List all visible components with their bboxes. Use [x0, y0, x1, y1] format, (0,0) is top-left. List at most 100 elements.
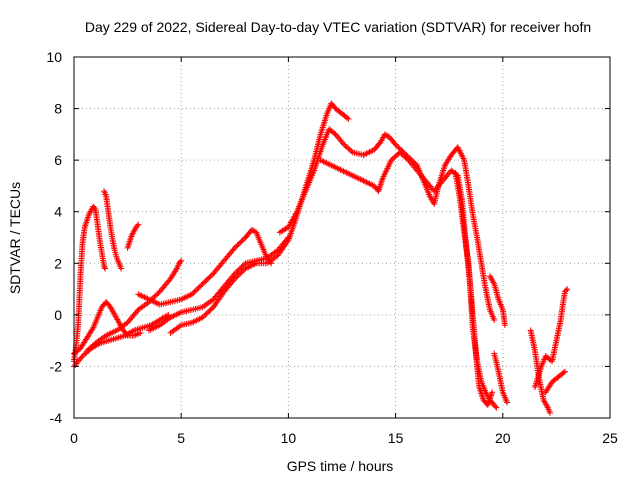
grid	[74, 57, 610, 418]
data-point	[195, 284, 202, 291]
data-point	[205, 309, 211, 316]
x-tick-label: 20	[495, 430, 511, 446]
data-point	[339, 140, 346, 147]
data-point	[491, 317, 498, 324]
data-point	[178, 257, 185, 264]
data-point	[83, 347, 90, 354]
data-point	[237, 265, 244, 272]
data-point	[237, 270, 244, 277]
data-point	[560, 369, 567, 376]
data-point	[152, 292, 159, 299]
data-point	[233, 269, 240, 276]
data-point	[344, 144, 351, 151]
y-tick-label: 8	[54, 101, 62, 117]
data-point	[81, 351, 88, 358]
x-axis-label: GPS time / hours	[287, 458, 394, 474]
data-point	[203, 277, 210, 284]
series-arc-g	[135, 226, 275, 308]
data-point	[231, 275, 238, 282]
series-arc-i	[167, 100, 352, 336]
data-point	[78, 354, 85, 361]
data-point	[342, 142, 349, 149]
data-point	[563, 287, 570, 294]
plot-frame	[73, 56, 611, 419]
data-point	[207, 273, 214, 280]
data-point	[198, 282, 205, 289]
data-point	[203, 310, 210, 317]
series-arc-e	[124, 221, 142, 251]
data-point	[188, 291, 195, 298]
data-point	[233, 243, 240, 250]
data-point	[396, 149, 403, 156]
data-point	[241, 261, 248, 268]
y-tick-label: 10	[46, 49, 62, 65]
data-point	[196, 283, 203, 290]
data-point	[191, 288, 198, 295]
data-point	[200, 313, 207, 320]
data-point	[91, 204, 98, 211]
data-point	[155, 289, 162, 296]
data-point	[237, 239, 244, 246]
series-arc-n	[491, 350, 511, 406]
data-point	[504, 399, 511, 406]
data-point	[401, 153, 408, 160]
data-point	[345, 145, 352, 152]
x-tick-label: 15	[388, 430, 404, 446]
data-point	[234, 242, 241, 249]
data-point	[206, 307, 213, 314]
series-arc-p	[531, 286, 571, 391]
data-point	[102, 265, 109, 272]
data-point	[79, 353, 86, 360]
data-point	[393, 142, 400, 149]
data-point	[564, 286, 571, 293]
data-point	[206, 274, 213, 281]
data-point	[235, 271, 242, 278]
y-tick-label: -2	[50, 358, 63, 374]
data-point	[89, 342, 96, 349]
series-arc-d	[101, 188, 125, 272]
data-point	[234, 268, 241, 275]
data-point	[234, 273, 241, 280]
data-point	[199, 314, 206, 321]
data-point	[501, 322, 508, 329]
y-axis-label: SDTVAR / TECUs	[7, 182, 23, 294]
data-point	[238, 264, 245, 271]
data-point	[202, 311, 209, 318]
data-point	[82, 350, 89, 357]
data-point	[235, 240, 242, 247]
data-point	[134, 308, 141, 315]
series-arc-c	[71, 311, 172, 370]
data-point	[209, 271, 216, 278]
data-point	[492, 403, 499, 410]
data-point	[129, 328, 136, 335]
data-point	[331, 130, 338, 137]
data-points	[71, 100, 571, 416]
y-tick-label: -4	[50, 410, 63, 426]
y-tick-label: 4	[54, 204, 62, 220]
data-point	[134, 222, 141, 229]
data-point	[398, 150, 405, 157]
data-point	[345, 115, 352, 122]
series-arc-f	[83, 257, 185, 354]
series-arc-l	[452, 170, 500, 411]
data-point	[389, 155, 396, 162]
series-arc-m	[486, 273, 508, 329]
data-point	[101, 262, 108, 269]
data-point	[395, 144, 402, 151]
x-tick-label: 0	[70, 430, 78, 446]
data-point	[546, 409, 553, 416]
series-arc-q	[542, 368, 568, 396]
data-point	[172, 266, 179, 273]
x-tick-label: 25	[602, 430, 618, 446]
data-point	[489, 389, 496, 396]
y-tick-label: 0	[54, 307, 62, 323]
data-point	[404, 155, 411, 162]
data-point	[89, 326, 96, 333]
data-point	[231, 244, 238, 251]
data-point	[230, 277, 237, 284]
data-point	[392, 141, 399, 148]
data-point	[341, 141, 348, 148]
data-point	[202, 278, 209, 285]
data-point	[199, 280, 206, 287]
